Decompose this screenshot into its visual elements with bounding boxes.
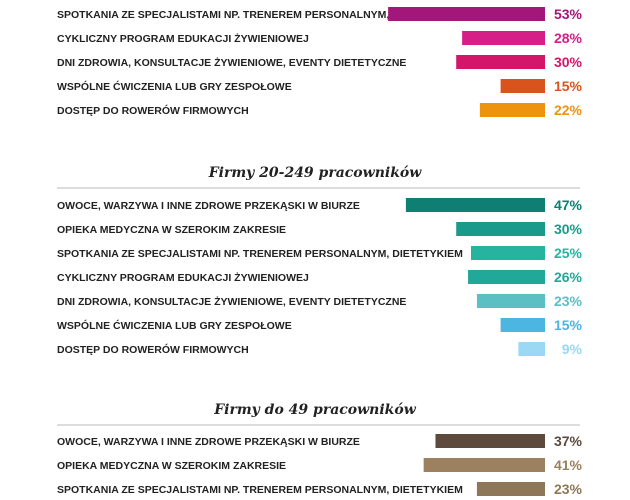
category-label: DOSTĘP DO ROWERÓW FIRMOWYCH (57, 343, 249, 356)
value-label: 26% (554, 269, 583, 285)
bar (500, 79, 545, 93)
bar (471, 246, 545, 260)
category-label: DOSTĘP DO ROWERÓW FIRMOWYCH (57, 104, 249, 117)
category-label: CYKLICZNY PROGRAM EDUKACJI ŻYWIENIOWEJ (57, 271, 309, 284)
chart-block-1: SPOTKANIA ZE SPECJALISTAMI NP. TRENEREM … (57, 6, 583, 118)
chart-block-2: Firmy 20-249 pracowników OWOCE, WARZYWA I… (57, 165, 583, 357)
value-label: 53% (554, 6, 583, 22)
value-label: 25% (554, 245, 583, 261)
category-label: CYKLICZNY PROGRAM EDUKACJI ŻYWIENIOWEJ (57, 32, 309, 45)
bar (476, 294, 545, 308)
category-label: WSPÓLNE ĆWICZENIA LUB GRY ZESPOŁOWE (57, 319, 292, 332)
category-label: SPOTKANIA ZE SPECJALISTAMI NP. TRENEREM … (57, 9, 463, 21)
bar (500, 318, 545, 332)
value-label: 37% (554, 433, 583, 449)
value-label: 15% (554, 317, 583, 333)
value-label: 30% (554, 54, 583, 70)
value-label: 47% (554, 197, 583, 213)
bar (476, 482, 545, 496)
bar (462, 31, 545, 45)
value-label: 15% (554, 78, 583, 94)
bar (479, 103, 545, 117)
value-label: 41% (554, 457, 583, 473)
category-label: OPIEKA MEDYCZNA W SZEROKIM ZAKRESIE (57, 460, 286, 472)
category-label: OPIEKA MEDYCZNA W SZEROKIM ZAKRESIE (57, 224, 286, 236)
category-label: SPOTKANIA ZE SPECJALISTAMI NP. TRENEREM … (57, 248, 463, 260)
bar (468, 270, 545, 284)
bar (456, 222, 545, 236)
bar (423, 458, 545, 472)
chart-title: Firmy do 49 pracowników (213, 402, 416, 418)
bar (405, 198, 545, 212)
chart-block-3: Firmy do 49 pracowników OWOCE, WARZYWA I … (57, 402, 583, 497)
category-label: WSPÓLNE ĆWICZENIA LUB GRY ZESPOŁOWE (57, 80, 292, 93)
bar (388, 7, 545, 21)
category-label: DNI ZDROWIA, KONSULTACJE ŻYWIENIOWE, EVE… (57, 56, 406, 69)
value-label: 22% (554, 102, 583, 118)
chart-title: Firmy 20-249 pracowników (208, 165, 423, 181)
value-label: 28% (554, 30, 583, 46)
category-label: DNI ZDROWIA, KONSULTACJE ŻYWIENIOWE, EVE… (57, 295, 406, 308)
bar (518, 342, 545, 356)
value-label: 30% (554, 221, 583, 237)
category-label: OWOCE, WARZYWA I INNE ZDROWE PRZEKĄSKI W… (57, 436, 360, 448)
category-label: OWOCE, WARZYWA I INNE ZDROWE PRZEKĄSKI W… (57, 200, 360, 212)
bar (435, 434, 545, 448)
bar (456, 55, 545, 69)
value-label: 9% (562, 341, 583, 357)
category-label: SPOTKANIA ZE SPECJALISTAMI NP. TRENEREM … (57, 484, 463, 496)
value-label: 23% (554, 481, 583, 497)
value-label: 23% (554, 293, 583, 309)
